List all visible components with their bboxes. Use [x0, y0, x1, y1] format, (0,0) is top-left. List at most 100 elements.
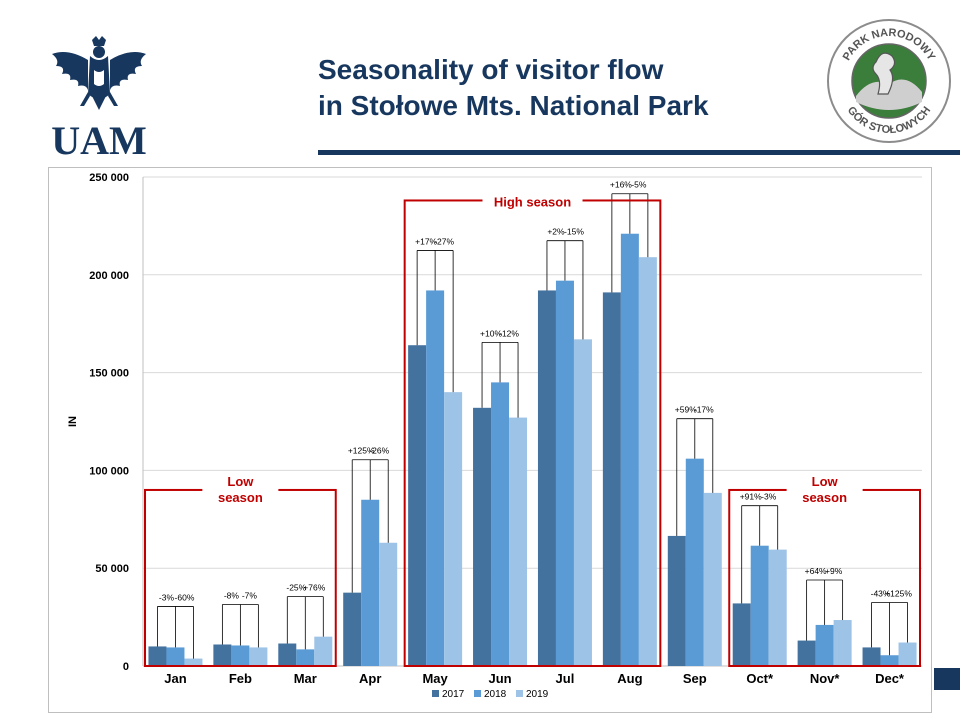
change-bracket — [221, 604, 259, 648]
bar-2018 — [166, 647, 185, 666]
bar-2018 — [880, 655, 899, 666]
change-label-2019: -7% — [242, 590, 258, 600]
bar-2018 — [491, 382, 510, 666]
change-label-2019: -27% — [434, 236, 454, 246]
change-bracket — [351, 459, 389, 593]
bar-2018 — [426, 290, 445, 666]
change-label-2018: +16% — [610, 180, 632, 190]
bar-2018 — [685, 458, 704, 666]
bar-2019 — [768, 549, 787, 666]
change-label-2019: -3% — [761, 492, 777, 502]
bar-2017 — [213, 644, 232, 666]
x-tick-label: Jul — [556, 671, 575, 686]
bar-2017 — [278, 643, 297, 666]
season-label: High season — [494, 194, 571, 209]
change-bracket — [806, 579, 844, 641]
bar-2018 — [361, 499, 380, 666]
season-label: season — [218, 490, 263, 505]
change-bracket — [286, 596, 324, 650]
bar-2019 — [898, 642, 917, 666]
y-tick-label: 50 000 — [95, 563, 129, 575]
bar-2018 — [815, 624, 834, 666]
bar-2019 — [314, 636, 333, 666]
change-label-2018: +2% — [547, 227, 565, 237]
change-bracket — [871, 602, 908, 656]
change-label-2019: -17% — [694, 405, 714, 415]
change-label-2018: -8% — [224, 590, 240, 600]
bar-2017 — [343, 592, 362, 666]
change-label-2019: -12% — [499, 328, 519, 338]
x-tick-label: Dec* — [875, 671, 905, 686]
legend-swatch — [432, 690, 439, 697]
eagle-icon: UAM — [51, 36, 147, 163]
season-label: Low — [812, 474, 839, 489]
bar-2017 — [732, 603, 751, 666]
bar-2018 — [750, 545, 769, 666]
y-tick-label: 250 000 — [89, 172, 129, 184]
bar-2019 — [509, 417, 528, 666]
change-label-2018: +64% — [805, 566, 827, 576]
y-tick-label: 0 — [123, 661, 129, 673]
title-line-1: Seasonality of visitor flow — [318, 54, 664, 85]
change-label-2019: -5% — [631, 180, 647, 190]
legend-label: 2019 — [526, 689, 549, 700]
change-label-2019: +76% — [303, 583, 325, 593]
change-label-2018: +91% — [740, 492, 762, 502]
x-tick-label: Sep — [683, 671, 707, 686]
y-tick-label: 100 000 — [89, 465, 129, 477]
bar-2017 — [862, 647, 881, 666]
change-label-2019: -60% — [175, 592, 195, 602]
x-tick-label: Apr — [359, 671, 381, 686]
bar-2017 — [667, 535, 686, 666]
x-tick-label: Oct* — [746, 671, 774, 686]
legend-swatch — [474, 690, 481, 697]
change-bracket — [416, 250, 454, 393]
slide-corner-tab — [934, 668, 960, 690]
change-bracket — [741, 505, 779, 604]
park-logo: PARK NARODOWY GÓR STOŁOWYCH — [826, 18, 952, 144]
x-tick-label: Aug — [617, 671, 642, 686]
x-tick-label: Nov* — [810, 671, 841, 686]
uam-logo-text: UAM — [51, 118, 147, 158]
season-label: Low — [227, 474, 254, 489]
x-tick-label: Mar — [294, 671, 317, 686]
season-label-bg — [786, 471, 863, 508]
bar-2017 — [602, 292, 621, 666]
change-bracket — [481, 341, 519, 418]
bar-2018 — [296, 649, 315, 666]
chart-frame — [48, 167, 932, 713]
bar-2019 — [184, 658, 203, 666]
change-bracket — [157, 606, 194, 659]
bar-2018 — [555, 280, 574, 666]
change-label-2018: +59% — [675, 405, 697, 415]
bar-2017 — [408, 345, 427, 666]
change-label-2018: +10% — [480, 328, 502, 338]
uam-logo: UAM — [48, 34, 150, 163]
bar-2019 — [703, 492, 722, 666]
bar-2019 — [573, 339, 592, 666]
title-underline — [318, 150, 960, 155]
title-line-2: in Stołowe Mts. National Park — [318, 90, 709, 121]
page-title: Seasonality of visitor flow in Stołowe M… — [318, 52, 709, 124]
bar-2019 — [444, 392, 463, 666]
bar-2019 — [638, 257, 657, 666]
legend-label: 2017 — [442, 689, 465, 700]
y-axis-label: IN — [67, 416, 79, 427]
x-tick-label: Jun — [488, 671, 511, 686]
season-label-bg — [482, 190, 583, 213]
bar-2017 — [537, 290, 556, 666]
bar-2019 — [249, 647, 268, 666]
change-bracket — [676, 418, 714, 536]
x-tick-label: Feb — [229, 671, 252, 686]
bar-2019 — [379, 542, 398, 666]
bar-2017 — [148, 646, 167, 666]
change-label-2018: -43% — [871, 589, 891, 599]
change-label-2018: +125% — [348, 446, 375, 456]
season-label-bg — [202, 471, 279, 508]
y-tick-label: 200 000 — [89, 270, 129, 282]
change-label-2018: -25% — [286, 583, 306, 593]
bar-2018 — [620, 233, 639, 666]
change-label-2019: +9% — [825, 566, 843, 576]
change-bracket — [546, 240, 584, 340]
